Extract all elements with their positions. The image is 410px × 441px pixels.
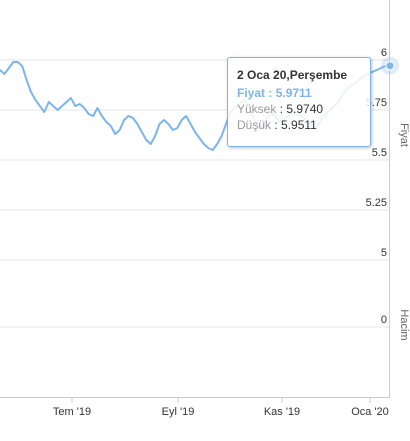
volume-axis-title: Hacim (398, 309, 410, 340)
tooltip-high-separator: : (276, 102, 287, 116)
hover-point-marker[interactable] (385, 61, 395, 71)
y-tick-label-5: 5 (381, 247, 387, 259)
x-tick-label-2: Eyl '19 (162, 406, 195, 418)
volume-tick-label-0: 0 (381, 314, 387, 326)
tooltip-low-value: 5.9511 (281, 118, 317, 132)
tooltip-price-label: Fiyat (237, 86, 266, 100)
tooltip-low-label: Düşük (237, 118, 272, 132)
x-axis-tick-marks (71, 397, 371, 403)
price-axis-title: Fiyat (398, 123, 410, 147)
tooltip-high-label: Yüksek (237, 102, 277, 116)
tooltip-price-value: 5.9711 (275, 86, 312, 100)
y-tick-label-5-25: 5.25 (366, 197, 387, 209)
tooltip-high-value: 5.9740 (286, 102, 324, 116)
x-tick-label-4: Oca '20 (351, 406, 389, 418)
chart-tooltip: 2 Oca 20,Perşembe Fiyat : 5.9711 Yüksek … (227, 57, 371, 147)
tooltip-low-row: Düşük : 5.9511 (237, 117, 362, 133)
tooltip-date: 2 Oca 20,Perşembe (237, 68, 348, 82)
tooltip-low-separator: : (271, 118, 282, 132)
tooltip-price-separator: : (265, 86, 276, 100)
x-tick-label-3: Kas '19 (264, 406, 300, 418)
x-tick-label-1: Tem '19 (53, 406, 91, 418)
y-tick-label-6: 6 (381, 47, 387, 59)
tooltip-price-row: Fiyat : 5.9711 (237, 85, 362, 101)
tooltip-high-row: Yüksek : 5.9740 (237, 101, 362, 117)
y-tick-label-5-5: 5.5 (372, 147, 387, 159)
